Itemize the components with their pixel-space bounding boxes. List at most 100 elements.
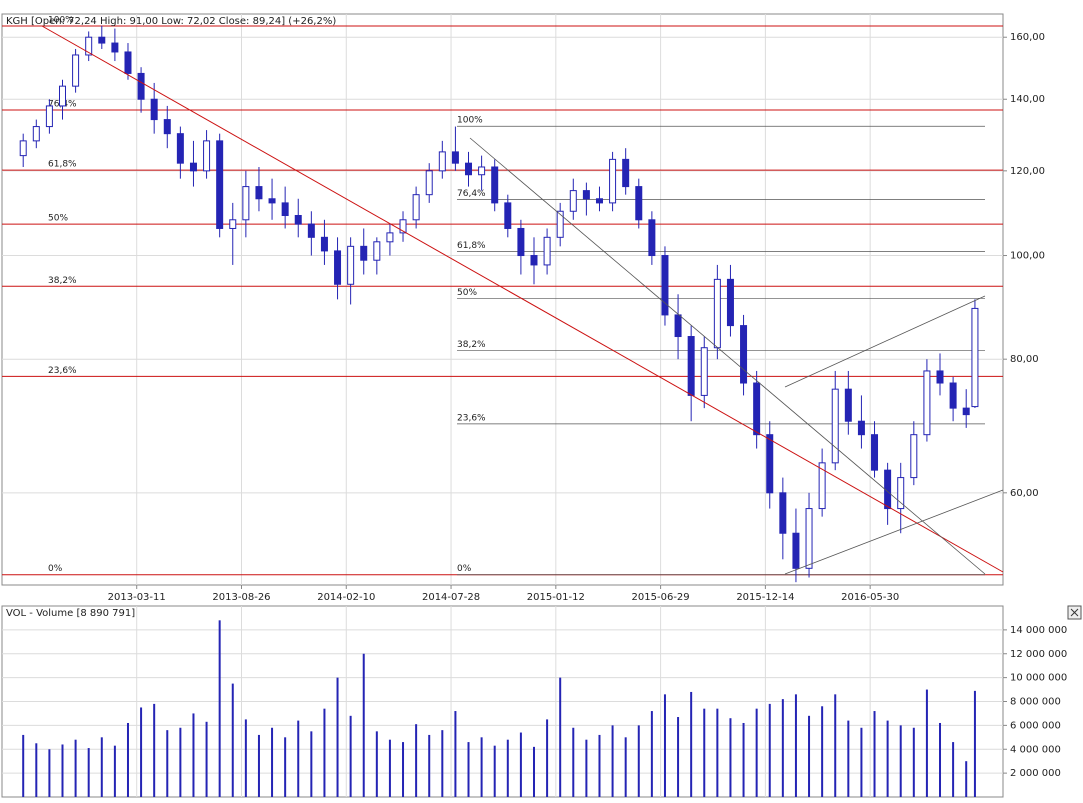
volume-bar <box>218 620 221 797</box>
candle-body <box>32 126 40 142</box>
x-tick-label: 2014-02-10 <box>317 592 375 603</box>
candle-body <box>203 140 211 172</box>
volume-bar <box>35 743 38 797</box>
candle-body <box>844 388 852 422</box>
candle-body <box>674 314 682 338</box>
candle-body <box>871 434 879 471</box>
volume-bar <box>323 708 326 797</box>
fib-label: 61,8% <box>48 160 77 170</box>
candle-body <box>726 278 734 327</box>
candle-body <box>609 158 617 204</box>
fib-label: 50% <box>48 214 68 224</box>
candle-body <box>595 198 603 204</box>
candle-body <box>45 105 53 128</box>
volume-bar <box>153 703 156 797</box>
close-icon[interactable] <box>1070 608 1079 617</box>
volume-bar <box>113 745 116 797</box>
volume-bar <box>74 739 77 797</box>
y-tick-label: 140,00 <box>1010 94 1045 105</box>
volume-bar <box>973 690 976 797</box>
volume-bar <box>860 727 863 797</box>
volume-bar <box>87 748 90 797</box>
candle-body <box>425 170 433 196</box>
price-title: KGH [Open: 72,24 High: 91,00 Low: 72,02 … <box>6 16 336 27</box>
candle-body <box>281 202 289 217</box>
volume-bar <box>690 691 693 797</box>
candle-body <box>307 223 315 238</box>
candle-body <box>857 420 865 436</box>
volume-bar <box>388 739 391 797</box>
candle-body <box>412 194 420 221</box>
x-tick-label: 2015-12-14 <box>736 592 794 603</box>
volume-bar <box>965 761 968 797</box>
candle-body <box>556 210 564 238</box>
volume-bar <box>703 708 706 797</box>
candle-body <box>936 370 944 384</box>
candle-body <box>72 54 80 87</box>
volume-bar <box>847 720 850 797</box>
candle-body <box>373 241 381 261</box>
candle-body <box>700 347 708 396</box>
price-panel <box>1 13 1004 586</box>
candle-body <box>504 202 512 229</box>
volume-bar <box>886 720 889 797</box>
x-tick-label: 2016-05-30 <box>841 592 899 603</box>
candle-body <box>818 462 826 510</box>
candle-body <box>805 508 813 569</box>
volume-bar <box>781 699 784 797</box>
volume-bar <box>912 727 915 797</box>
volume-bar <box>952 742 955 797</box>
volume-bar <box>375 731 378 797</box>
candle-body <box>399 219 407 234</box>
x-tick-label: 2015-01-12 <box>527 592 585 603</box>
candle-body <box>242 186 250 221</box>
fib-label: 38,2% <box>457 340 486 350</box>
volume-bar <box>349 715 352 797</box>
volume-bar <box>532 746 535 797</box>
volume-bar <box>231 683 234 797</box>
candle-body <box>792 532 800 569</box>
candle-body <box>478 166 486 176</box>
volume-bar <box>559 677 562 797</box>
candle-body <box>962 407 970 416</box>
volume-bar <box>925 689 928 797</box>
volume-bar <box>742 722 745 797</box>
candle-body <box>386 232 394 243</box>
candle-body <box>713 278 721 349</box>
y-tick-label: 2 000 000 <box>1010 768 1061 779</box>
channel-line <box>784 489 1004 575</box>
y-tick-label: 60,00 <box>1010 488 1039 499</box>
x-tick-label: 2014-07-28 <box>422 592 480 603</box>
volume-bar <box>100 737 103 797</box>
volume-bar <box>598 734 601 797</box>
candle-body <box>58 85 66 107</box>
candle-body <box>923 370 931 436</box>
volume-bar <box>834 694 837 797</box>
volume-bar <box>729 718 732 797</box>
candle-body <box>255 186 263 200</box>
volume-bar <box>61 744 64 797</box>
channel-line <box>784 295 986 388</box>
volume-bar <box>493 745 496 797</box>
candle-body <box>189 162 197 172</box>
volume-bar <box>519 732 522 797</box>
volume-bar <box>821 706 824 797</box>
volume-bar <box>650 711 653 797</box>
candle-body <box>648 219 656 257</box>
candle-body <box>111 42 119 53</box>
close-button[interactable] <box>1067 605 1082 620</box>
fib-label: 23,6% <box>48 366 77 376</box>
candle-body <box>831 388 839 464</box>
candle-body <box>753 382 761 436</box>
volume-bar <box>611 725 614 797</box>
fib-label: 100% <box>48 16 74 26</box>
candle-body <box>569 190 577 212</box>
candle-body <box>19 140 27 157</box>
fib-label: 100% <box>457 116 483 126</box>
volume-bar <box>624 737 627 797</box>
candle-body <box>779 492 787 534</box>
candle-body <box>347 245 355 285</box>
x-tick-label: 2013-03-11 <box>108 592 166 603</box>
candle-body <box>163 119 171 135</box>
